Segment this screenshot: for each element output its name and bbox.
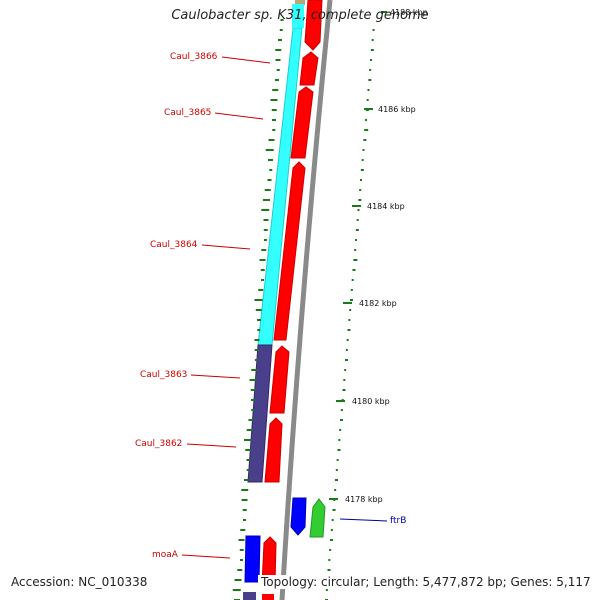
accession-text: Accession: NC_010338 [9, 575, 150, 589]
scale-label-4188: 4188 kbp [390, 8, 428, 17]
gene-label-moaA-text: moaA [152, 550, 179, 560]
purple-track-bottom [243, 592, 256, 600]
gene-label-caul-3863-text: Caul_3863 [140, 370, 187, 380]
red-gene-6 [264, 417, 283, 483]
topology-text: Topology: circular; Length: 5,477,872 bp… [258, 575, 594, 589]
purple-track [247, 344, 273, 483]
red-gene-1 [304, 0, 323, 51]
red-gene-5 [269, 345, 290, 414]
red-gene-2 [299, 51, 319, 86]
scale-tick-4184: 4184 kbp [352, 202, 405, 211]
scale-label-4178: 4178 kbp [345, 495, 383, 504]
genome-title: Caulobacter sp. K31, complete genome [171, 8, 429, 23]
cyan-top [292, 4, 304, 28]
blue-gene-ftrB [290, 497, 307, 536]
scale-label-4182: 4182 kbp [359, 299, 397, 308]
gene-label-caul-3865: Caul_3865 [164, 108, 264, 120]
gene-label-caul-3866-text: Caul_3866 [170, 52, 218, 62]
tan-gene [295, 0, 305, 5]
scale-tick-4182: 4182 kbp [343, 299, 397, 308]
gene-label-caul-3866: Caul_3866 [170, 52, 271, 64]
red-gene-3 [290, 86, 314, 159]
gene-label-moaA: moaA [152, 550, 231, 560]
scale-tick-4188: 4188 kbp [381, 8, 428, 17]
gene-label-ftrB-text: ftrB [390, 516, 406, 526]
gc-skew-outer [325, 29, 375, 600]
gene-label-caul-3862-text: Caul_3862 [135, 439, 182, 449]
scale-tick-4178: 4178 kbp [329, 495, 383, 504]
gene-label-caul-3865-text: Caul_3865 [164, 108, 211, 118]
scale-tick-4180: 4180 kbp [336, 397, 390, 406]
scale-label-4186: 4186 kbp [378, 105, 416, 114]
gc-skew-inner [232, 19, 284, 600]
gene-label-caul-3863: Caul_3863 [140, 370, 241, 380]
red-gene-4 [273, 161, 306, 341]
gene-label-caul-3864-text: Caul_3864 [150, 240, 198, 250]
green-gene [309, 498, 326, 538]
gene-label-caul-3864: Caul_3864 [150, 240, 251, 250]
scale-label-4184: 4184 kbp [367, 202, 405, 211]
scale-label-4180: 4180 kbp [352, 397, 390, 406]
genome-backbone [279, 0, 333, 600]
gene-label-ftrB: ftrB [339, 516, 406, 526]
red-gene-8 [262, 594, 274, 600]
gene-label-caul-3862: Caul_3862 [135, 439, 237, 449]
scale-tick-4186: 4186 kbp [364, 105, 416, 114]
